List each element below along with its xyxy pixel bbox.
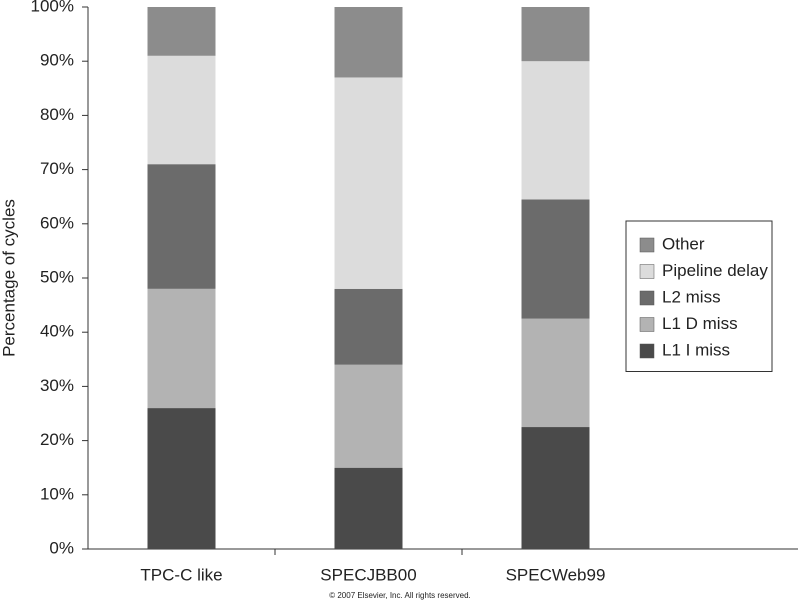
legend-swatch	[639, 264, 655, 279]
legend-swatch	[639, 237, 655, 253]
bar-segment	[147, 164, 216, 289]
legend-label: Pipeline delay	[662, 261, 768, 280]
x-tick-label: TPC-C like	[140, 565, 222, 584]
x-tick-label: SPECWeb99	[506, 565, 606, 584]
legend-swatch	[639, 317, 655, 332]
y-tick-label: 90%	[40, 51, 74, 70]
legend-label: Other	[662, 234, 705, 253]
y-tick-label: 80%	[40, 105, 74, 124]
bar-segment	[147, 288, 216, 409]
bar-segment	[521, 427, 590, 549]
bar-segment	[147, 7, 216, 56]
y-tick-label: 40%	[40, 322, 74, 341]
legend-label: L1 D miss	[662, 314, 738, 333]
bar-segment	[521, 7, 590, 62]
y-tick-label: 0%	[49, 538, 74, 557]
legend-swatch	[639, 343, 655, 359]
y-tick-label: 20%	[40, 430, 74, 449]
y-tick-label: 50%	[40, 267, 74, 286]
bar-segment	[147, 55, 216, 165]
y-axis-label: Percentage of cycles	[0, 199, 18, 357]
bar-segment	[334, 467, 403, 549]
y-tick-label: 70%	[40, 159, 74, 178]
y-tick-label: 60%	[40, 213, 74, 232]
bar-segment	[521, 318, 590, 428]
bar-segment	[521, 61, 590, 200]
x-tick-label: SPECJBB00	[320, 565, 416, 584]
y-tick-label: 100%	[31, 0, 74, 15]
copyright: © 2007 Elsevier, Inc. All rights reserve…	[329, 591, 471, 600]
y-tick-label: 30%	[40, 376, 74, 395]
bar-segment	[334, 364, 403, 468]
bar-segment	[334, 77, 403, 289]
bar-segment	[147, 408, 216, 549]
legend-label: L1 I miss	[662, 340, 730, 359]
bar-segment	[521, 199, 590, 319]
y-tick-label: 10%	[40, 484, 74, 503]
legend-swatch	[639, 290, 655, 306]
legend-label: L2 miss	[662, 287, 721, 306]
bar-segment	[334, 7, 403, 78]
bar-segment	[334, 288, 403, 365]
